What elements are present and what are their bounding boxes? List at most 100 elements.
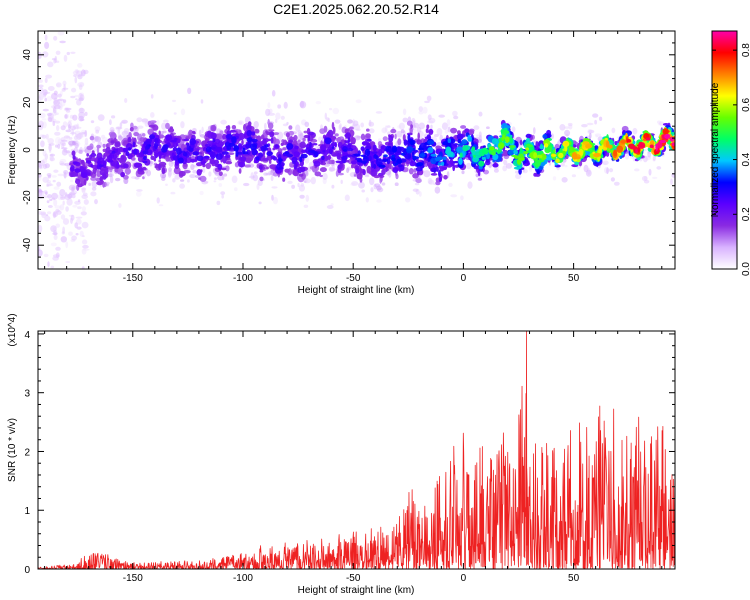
heatmap-cell [229,129,237,133]
heatmap-cell [63,54,68,62]
heatmap-cell [150,94,154,99]
heatmap-cell [124,98,128,103]
heatmap-cell [338,124,342,131]
heatmap-cell [536,154,543,159]
y-tick-label: 2 [24,447,30,458]
heatmap-cell [418,106,423,112]
heatmap-cell [371,151,378,155]
heatmap-cell [190,158,196,163]
heatmap-cell [117,165,125,168]
heatmap-cell [287,180,293,184]
heatmap-cell [218,171,223,177]
heatmap-cell [593,153,601,158]
heatmap-cell [418,191,422,197]
heatmap-cell [453,115,459,120]
heatmap-cell [473,125,480,130]
heatmap-cell [64,162,71,167]
heatmap-cell [81,23,84,27]
heatmap-cell [486,126,490,129]
heatmap-cell [70,95,76,99]
heatmap-cell [168,161,174,167]
heatmap-cell [635,148,638,154]
heatmap-cell [555,158,560,163]
heatmap-cell [293,151,301,158]
heatmap-cell [416,139,422,145]
heatmap-cell [118,135,123,141]
heatmap-cell [594,119,597,125]
heatmap-cell [89,135,95,141]
heatmap-cell [492,163,499,168]
colorbar: 0.0 0.2 0.4 0.6 0.8 Normalized spectral ampl… [710,30,750,276]
heatmap-cell [462,145,469,152]
heatmap-cell [64,114,68,119]
heatmap-cell [366,128,370,132]
heatmap-cell [208,171,212,177]
heatmap-cell [66,198,73,206]
heatmap-cell [101,134,106,139]
heatmap-cell [178,170,186,177]
heatmap-cell [390,128,397,134]
heatmap-cell [119,158,126,164]
heatmap-cell [62,218,70,225]
heatmap-cell [221,151,229,155]
heatmap-cell [94,136,102,143]
heatmap-cell [251,148,258,156]
heatmap-cell [244,164,252,168]
heatmap-cell [173,112,177,115]
heatmap-cell [268,129,275,132]
heatmap-cell [74,168,81,173]
snr-x-axis: -150 -100 -50 0 50 [44,331,663,584]
heatmap-cell [329,107,333,111]
heatmap-cell [383,154,388,158]
heatmap-cell [172,178,176,183]
heatmap-cell [45,191,48,195]
heatmap-cell [392,167,399,173]
heatmap-cell [436,128,443,136]
x-tick-label: -150 [123,273,143,284]
heatmap-cell [109,176,114,184]
heatmap-cell [360,160,368,164]
heatmap-cell [51,175,57,178]
heatmap-cell [299,156,303,163]
heatmap-cell [550,153,557,157]
heatmap-cell [194,174,202,179]
heatmap-cell [46,200,50,204]
heatmap-cell [345,154,353,157]
heatmap-cell [81,206,86,212]
heatmap-cell [649,144,654,149]
heatmap-cell [68,124,71,131]
heatmap-cell [360,133,366,141]
heatmap-cell [69,125,77,131]
heatmap-cell [38,120,44,128]
heatmap-cell [280,115,285,120]
heatmap-cell [282,147,287,151]
heatmap-cell [116,157,120,160]
heatmap-cell [538,157,541,164]
heatmap-cell [62,226,65,234]
heatmap-cell [337,164,342,170]
heatmap-cell [450,127,458,134]
heatmap-cell [85,160,92,164]
heatmap-cell [377,172,384,177]
heatmap-cell [613,181,620,186]
heatmap-cell [578,151,583,156]
heatmap-cell [38,84,44,88]
heatmap-cell [405,197,411,203]
heatmap-cell [351,164,354,169]
heatmap-cell [67,193,73,199]
heatmap-cell [77,74,83,80]
heatmap-cell [305,194,310,202]
heatmap-cell [47,205,53,208]
heatmap-cell [285,132,290,138]
heatmap-cell [327,129,334,138]
heatmap-cell [74,222,78,229]
heatmap-cell [323,125,328,133]
heatmap-cell [70,132,77,135]
heatmap-cell [511,126,516,133]
heatmap-cell [394,182,399,186]
heatmap-cell [170,145,174,149]
heatmap-cell [282,177,286,182]
heatmap-cell [260,134,265,140]
heatmap-cell [313,160,321,167]
heatmap-cell [266,151,273,157]
